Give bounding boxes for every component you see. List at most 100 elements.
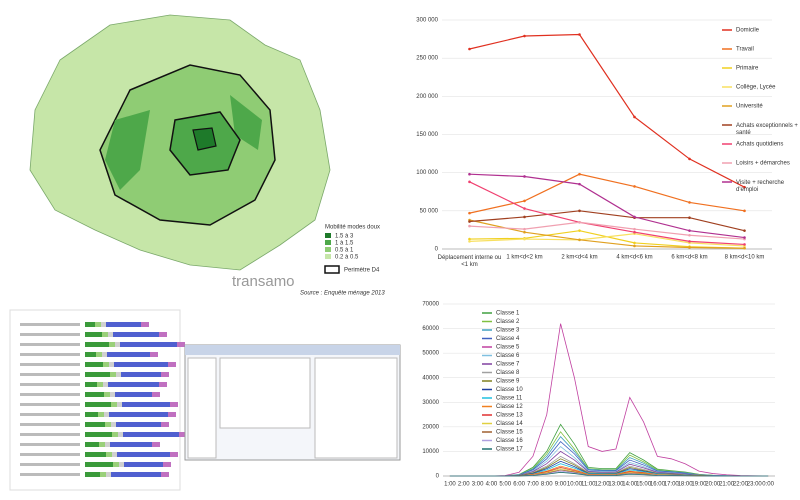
- thumb-bar: [168, 412, 176, 417]
- thumb-label: [20, 453, 80, 456]
- thumb-bar: [109, 362, 114, 367]
- x-tick-label: 4 km<d<6 km: [616, 255, 652, 261]
- thumb-bar: [109, 412, 168, 417]
- point: [743, 246, 746, 250]
- point: [633, 230, 636, 234]
- thumb-label: [20, 323, 80, 326]
- thumb-bar: [161, 372, 169, 377]
- x-tick-label: 9:00: [555, 482, 567, 488]
- point: [578, 172, 581, 176]
- source: Source : Enquête ménage 2013: [300, 291, 385, 297]
- brand: transamo: [232, 273, 295, 290]
- legend-label: 1.5 à 3: [335, 234, 354, 240]
- series-line: [469, 173, 745, 239]
- toolbar: [185, 345, 400, 355]
- thumb-bar: [85, 442, 99, 447]
- legend-label: Achats quotidiens: [736, 142, 783, 148]
- thumb-bar: [115, 342, 120, 347]
- thumb-bar: [106, 452, 112, 457]
- thumb-bar: [118, 432, 123, 437]
- y-tick-label: 10000: [422, 449, 439, 455]
- point: [523, 199, 526, 203]
- y-tick-label: 100 000: [416, 170, 438, 176]
- y-tick-label: 150 000: [416, 132, 438, 138]
- point: [468, 220, 471, 223]
- thumb-bar: [111, 422, 116, 427]
- x-tick-label: 1:00: [444, 482, 456, 488]
- point: [743, 209, 746, 213]
- thumb-label: [20, 363, 80, 366]
- thumb-bar: [107, 352, 150, 357]
- legend-label: Classe 15: [496, 430, 523, 436]
- thumb-bar: [85, 352, 96, 357]
- x-tick-label: 16:00: [650, 482, 666, 488]
- x-tick-label: 8:00: [541, 482, 553, 488]
- legend-label: Classe 9: [496, 379, 520, 385]
- point: [688, 201, 691, 204]
- point: [743, 243, 746, 246]
- point: [578, 220, 581, 224]
- thumb-bar: [150, 352, 158, 357]
- thumb-label: [20, 353, 80, 356]
- point: [523, 230, 526, 234]
- thumb-bar: [95, 322, 101, 327]
- point: [633, 227, 636, 231]
- thumb-label: [20, 443, 80, 446]
- x-tick-label: 2:00: [458, 482, 470, 488]
- thumb-label: [20, 463, 80, 466]
- y-tick-label: 300 000: [416, 18, 438, 24]
- legend-label: Travail: [736, 47, 754, 53]
- point: [688, 240, 691, 243]
- x-tick-label: 6:00: [513, 482, 525, 488]
- thumb-bar: [106, 472, 111, 477]
- x-tick-label: 11:00: [581, 482, 596, 488]
- y-tick-label: 50 000: [420, 208, 439, 214]
- thumbnail-frame: [9, 309, 181, 491]
- thumb-bar: [141, 322, 149, 327]
- point: [743, 185, 746, 189]
- thumb-label: [20, 333, 80, 336]
- point: [688, 157, 691, 161]
- point: [468, 180, 471, 184]
- thumb-bar: [111, 472, 161, 477]
- point: [633, 185, 636, 188]
- thumb-bar: [85, 382, 97, 387]
- thumb-bar: [102, 352, 107, 357]
- x-tick-label: 0:00: [762, 482, 774, 488]
- table-panel: [314, 357, 398, 459]
- thumb-bar: [85, 472, 100, 477]
- x-tick-label: 15:00: [636, 482, 652, 488]
- y-tick-label: 50000: [422, 351, 439, 357]
- thumb-bar: [99, 442, 105, 447]
- series-line: [469, 219, 745, 249]
- legend-label: Classe 14: [496, 421, 523, 427]
- x-tick-label: 23:00: [747, 482, 763, 488]
- thumb-bar: [101, 322, 106, 327]
- legend-label: Collège, Lycée: [736, 85, 776, 91]
- x-tick-label: 3:00: [472, 482, 484, 488]
- series-line: [449, 450, 769, 477]
- legend-label: Primaire: [736, 66, 759, 72]
- point: [468, 224, 471, 228]
- x-tick-label: 20:00: [705, 482, 721, 488]
- series-line: [469, 33, 745, 188]
- perimeter-swatch: [324, 265, 340, 274]
- thumb-bar: [122, 402, 170, 407]
- legend-label: Classe 12: [496, 404, 523, 410]
- thumb-bar: [152, 392, 160, 397]
- x-tick-label: 8 km<d<10 km: [725, 255, 765, 261]
- thumb-label: [20, 433, 80, 436]
- legend-label: 0.2 à 0.5: [335, 255, 359, 261]
- point: [468, 211, 471, 215]
- thumb-bar: [85, 342, 109, 347]
- thumb-bar: [116, 372, 121, 377]
- thumb-bar: [103, 362, 109, 367]
- series-line: [469, 210, 745, 232]
- point: [523, 207, 526, 210]
- point: [633, 115, 636, 119]
- y-tick-label: 20000: [422, 424, 439, 430]
- map-legend-title: Mobilité modes doux: [325, 225, 380, 231]
- x-tick-label: 17:00: [664, 482, 680, 488]
- series-line: [469, 173, 745, 214]
